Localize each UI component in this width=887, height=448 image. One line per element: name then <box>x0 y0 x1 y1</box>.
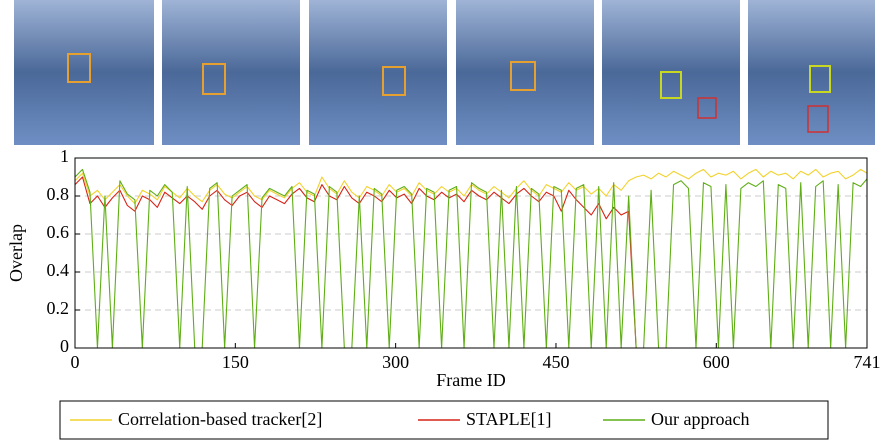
x-tick-label: 741 <box>854 352 881 372</box>
legend-label: Correlation-based tracker[2] <box>118 409 322 429</box>
y-tick-label: 0 <box>60 336 69 356</box>
x-tick-label: 600 <box>703 352 730 372</box>
x-axis-label: Frame ID <box>436 370 505 390</box>
frame-image <box>162 0 300 145</box>
y-axis-label: Overlap <box>6 224 26 282</box>
y-tick-label: 0.4 <box>47 260 70 280</box>
frame-image <box>748 0 875 145</box>
x-tick-label: 150 <box>222 352 249 372</box>
x-tick-label: 0 <box>71 352 80 372</box>
y-tick-label: 0.6 <box>47 222 70 242</box>
frame-image <box>456 0 594 145</box>
x-tick-label: 300 <box>382 352 409 372</box>
y-tick-label: 0.8 <box>47 184 70 204</box>
x-tick-label: 450 <box>542 352 569 372</box>
frame-image <box>309 0 447 145</box>
y-tick-label: 0.2 <box>47 298 70 318</box>
thumbnails <box>14 0 875 145</box>
legend-label: STAPLE[1] <box>466 409 552 429</box>
figure: Overlap Frame ID 0 0.2 0.4 0.6 0.8 1 0 150 300 45… <box>0 0 887 448</box>
y-tick-label: 1 <box>60 146 69 166</box>
legend-label: Our approach <box>651 409 749 429</box>
frame-image <box>14 0 154 145</box>
